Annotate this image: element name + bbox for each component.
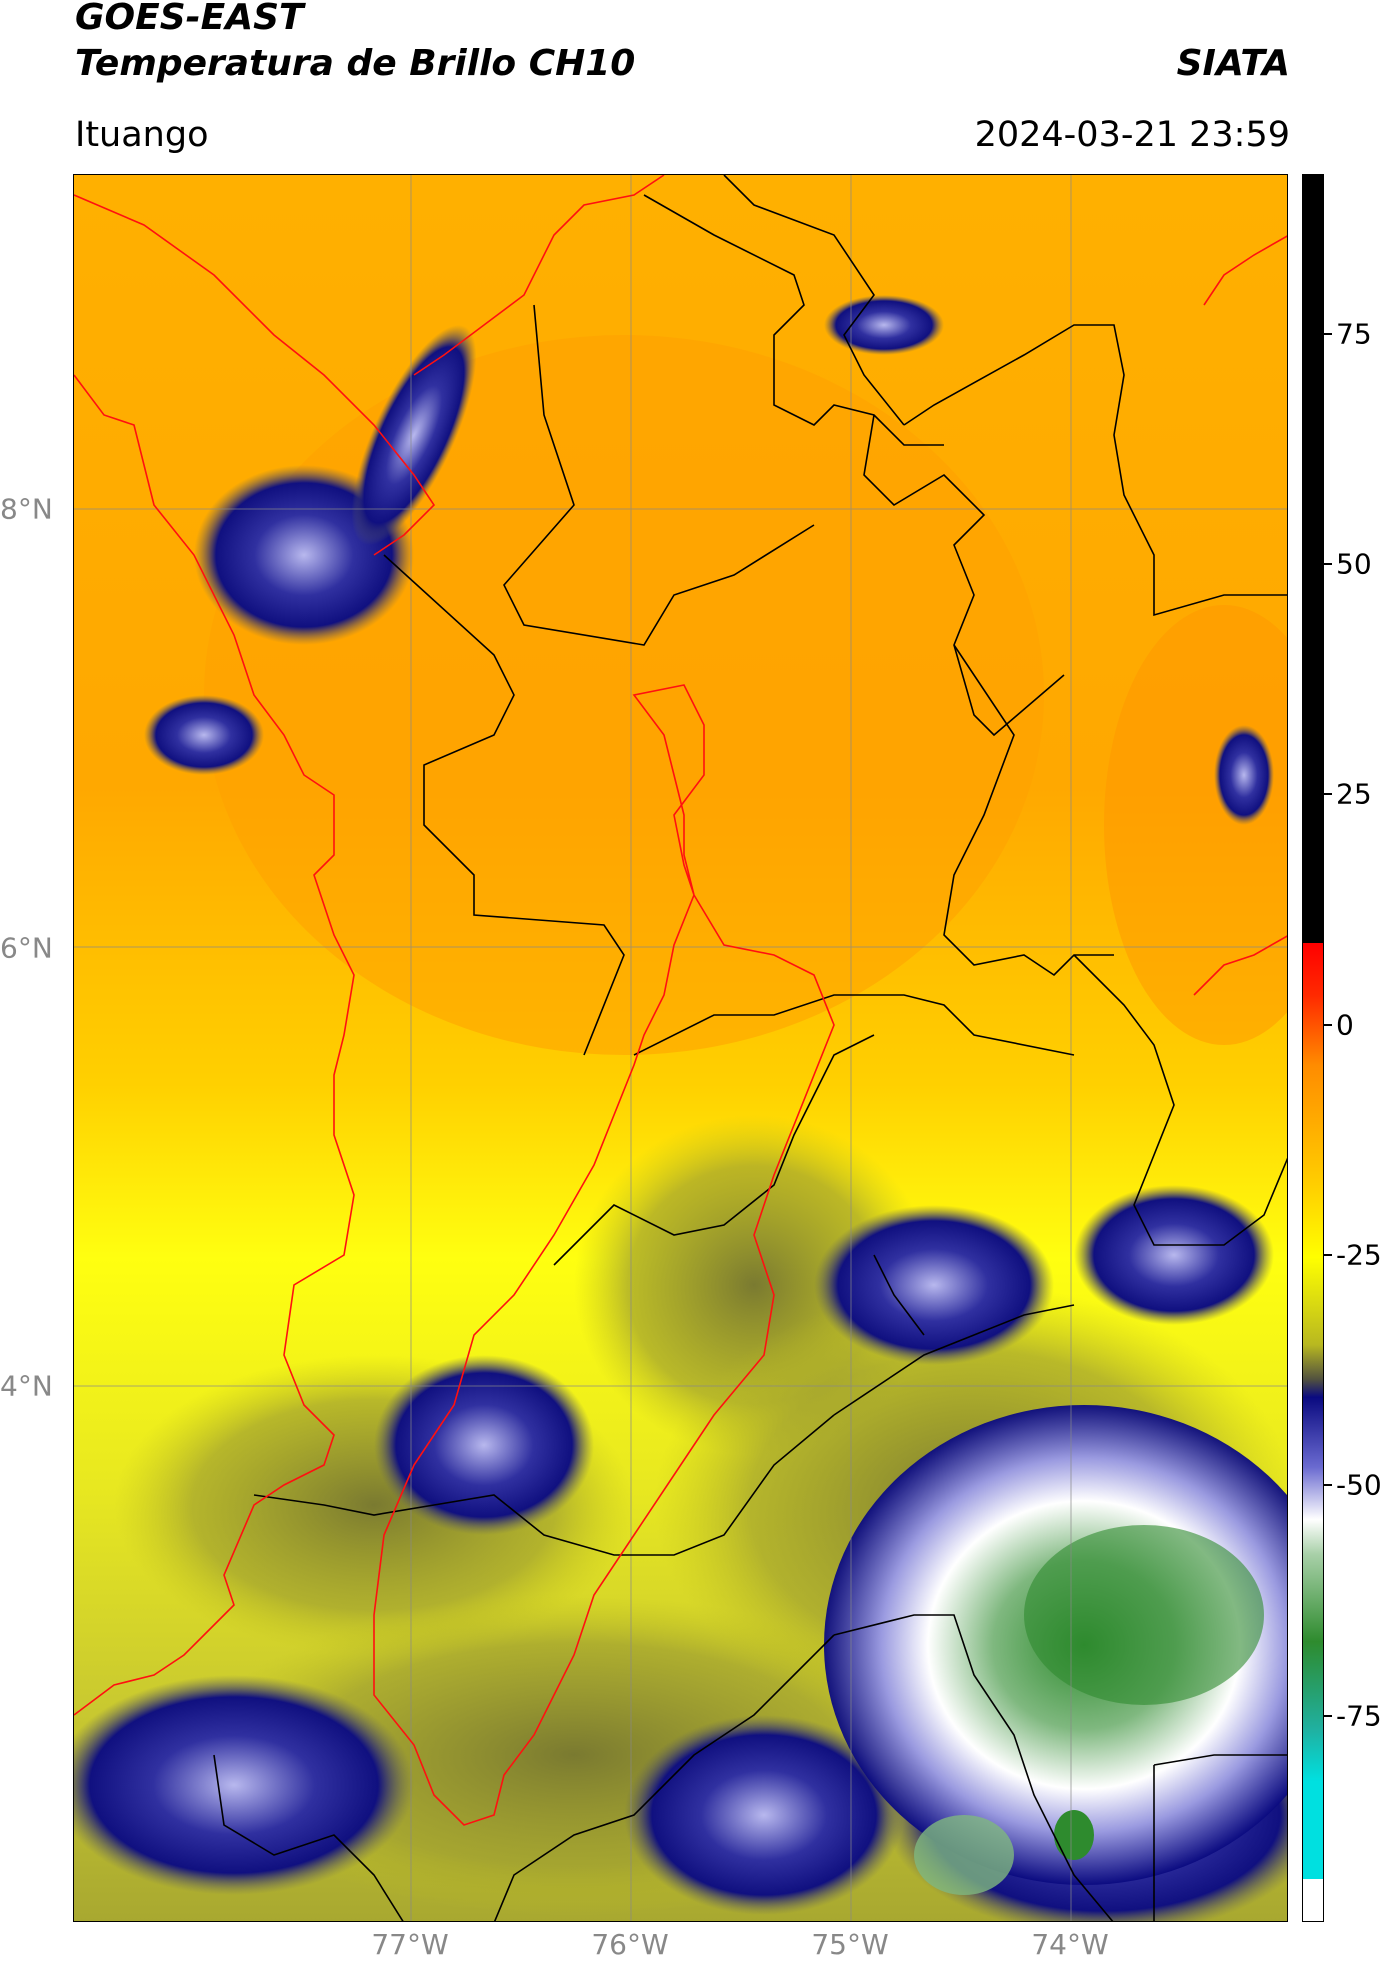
colorbar-tick: [1324, 793, 1332, 795]
colorbar-tick: [1324, 1024, 1332, 1026]
colorbar-tick: [1324, 1254, 1332, 1256]
brightness-temperature-field: [74, 175, 1287, 1921]
colorbar-label-0: 0: [1336, 1008, 1354, 1042]
colorbar-label-minus75: -75: [1336, 1699, 1382, 1733]
title-satellite: GOES-EAST: [75, 0, 304, 38]
satellite-map: [73, 174, 1288, 1922]
lon-label-74w: 74°W: [1031, 1928, 1109, 1961]
colorbar-tick: [1324, 333, 1332, 335]
colorbar-label-75: 75: [1336, 317, 1372, 351]
colorbar-label-50: 50: [1336, 547, 1372, 581]
timestamp-label: 2024-03-21 23:59: [974, 115, 1290, 155]
lat-label-6n: 6°N: [0, 931, 53, 965]
region-label: Ituango: [75, 115, 209, 155]
lat-label-4n: 4°N: [0, 1369, 53, 1403]
colorbar-label-25: 25: [1336, 777, 1372, 811]
lon-label-75w: 75°W: [811, 1928, 889, 1961]
brand-label: SIATA: [1176, 43, 1290, 84]
colorbar-tick: [1324, 1715, 1332, 1717]
lat-label-8n: 8°N: [0, 492, 53, 526]
lon-label-77w: 77°W: [371, 1928, 449, 1961]
title-product: Temperatura de Brillo CH10: [75, 43, 636, 84]
lon-label-76w: 76°W: [591, 1928, 669, 1961]
temperature-colorbar: [1302, 174, 1324, 1922]
colorbar-label-minus25: -25: [1336, 1238, 1382, 1272]
colorbar-label-minus50: -50: [1336, 1468, 1382, 1502]
colorbar-tick: [1324, 1484, 1332, 1486]
colorbar-tick: [1324, 563, 1332, 565]
